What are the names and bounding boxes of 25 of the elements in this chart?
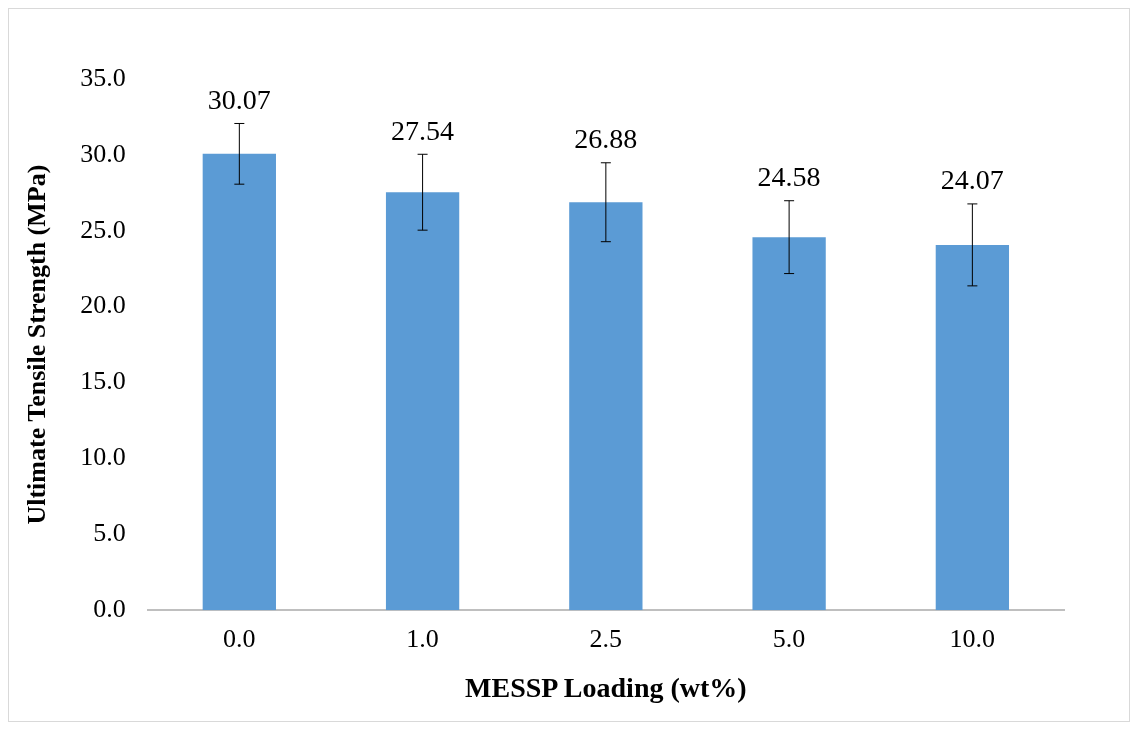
bar <box>385 192 460 611</box>
y-tick-label: 10.0 <box>80 442 126 472</box>
y-axis-title: Ultimate Tensile Strength (MPa) <box>22 164 52 525</box>
data-label: 30.07 <box>207 83 271 115</box>
x-tick-label: 1.0 <box>406 623 439 653</box>
data-label: 24.07 <box>940 164 1004 196</box>
x-tick-label: 0.0 <box>223 623 256 653</box>
bar <box>202 153 276 611</box>
y-tick-label: 0.0 <box>93 594 126 624</box>
y-tick-label: 15.0 <box>80 366 126 396</box>
bar <box>935 244 1010 611</box>
x-tick-label: 2.5 <box>589 623 623 653</box>
x-axis-title: MESSP Loading (wt%) <box>465 672 747 704</box>
data-label: 24.58 <box>757 161 821 193</box>
data-label: 26.88 <box>574 123 638 155</box>
y-tick-label: 35.0 <box>80 62 126 92</box>
x-tick-label: 10.0 <box>949 623 996 653</box>
bar <box>752 237 826 611</box>
y-tick-label: 25.0 <box>80 214 126 244</box>
data-label: 27.54 <box>391 114 455 146</box>
y-tick-label: 30.0 <box>80 138 126 168</box>
x-tick-label: 5.0 <box>772 623 806 653</box>
y-tick-label: 5.0 <box>93 518 126 548</box>
y-tick-label: 20.0 <box>80 290 126 320</box>
bar <box>569 202 643 611</box>
